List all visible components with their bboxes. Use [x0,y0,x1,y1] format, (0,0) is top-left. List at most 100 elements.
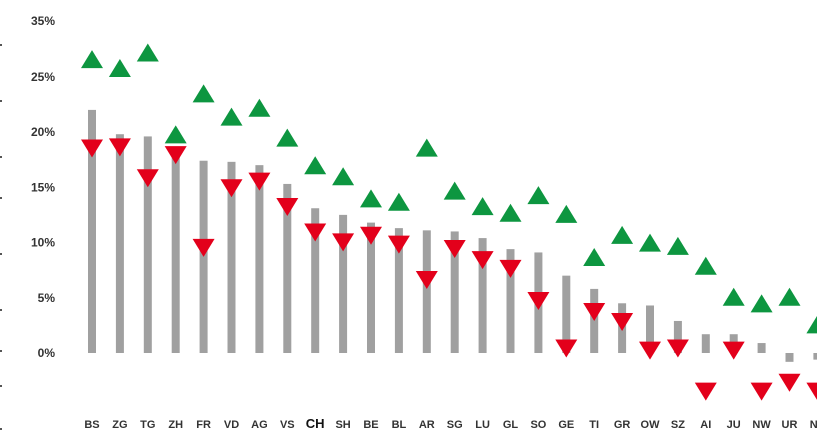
down-marker-so [527,291,550,310]
x-tick-label: AI [700,419,711,431]
y-axis-tick [0,350,2,352]
up-marker-nw [750,294,773,313]
down-marker-ne [806,382,817,400]
bar-ne [813,353,817,360]
bar-be [367,222,375,353]
up-marker-ch [304,156,327,175]
up-marker-bl [387,192,410,211]
y-tick-label: 10% [31,236,55,250]
x-tick-label: SO [530,419,546,431]
bar-vs [283,183,292,353]
x-tick-label: AG [251,419,268,431]
x-tick-label: NW [752,419,771,431]
bar-ur [785,353,794,362]
bar-gl [506,249,515,353]
bar-ch [311,208,320,353]
down-marker-zh [164,146,187,165]
x-tick-label: NE [810,419,817,431]
x-tick-label: LU [475,419,490,431]
x-tick-label: FR [196,419,211,431]
y-axis: 35% 25% 20% 15% 10% 5% 0% [0,14,55,430]
x-tick-label: GR [614,419,631,431]
x-tick-label: JU [727,419,741,431]
bar-bl [394,228,403,353]
y-axis-tick [0,428,2,430]
down-marker-ai [694,382,717,401]
bar-ge [562,275,571,353]
y-axis-tick [0,197,2,199]
y-tick-label: 15% [31,180,55,194]
y-axis-tick [0,253,2,255]
down-marker-sz [666,339,689,358]
x-tick-label: GL [503,419,519,431]
down-marker-bl [387,235,410,254]
up-marker-lu [471,197,494,216]
bar-sz [673,320,682,353]
y-axis-tick [0,44,2,46]
y-tick-label: 25% [31,70,55,84]
up-marker-sz [666,236,689,255]
down-marker-be [360,226,382,245]
down-marker-ch [304,223,327,242]
up-marker-vd [220,107,243,126]
x-tick-label: VS [280,419,295,431]
up-marker-gr [611,225,634,244]
down-marker-zg [108,138,131,157]
x-tick-label: UR [782,419,798,431]
up-marker-ge [555,204,578,223]
up-marker-sg [443,181,466,200]
x-tick-label: SZ [671,419,685,431]
down-marker-series [81,138,817,401]
bar-nw [757,343,766,353]
down-marker-nw [750,382,773,401]
x-tick-label: ZH [168,419,183,431]
up-marker-zh [164,125,187,144]
down-marker-ar [415,270,438,289]
bar-bs [88,109,96,354]
down-marker-sh [332,233,355,252]
x-tick-label: BS [84,419,99,431]
bar-zh [171,149,180,353]
up-marker-ur [778,287,801,306]
up-marker-vs [276,128,299,147]
x-tick-label: OW [641,419,661,431]
x-tick-label: AR [419,419,435,431]
up-marker-ju [722,287,745,306]
up-marker-tg [136,43,159,62]
bar-ar [422,230,431,353]
bar-ow [646,305,654,353]
y-axis-tick [0,100,2,102]
up-marker-bs [81,50,103,69]
down-marker-ur [778,373,801,392]
up-marker-be [360,189,382,208]
up-marker-fr [192,84,215,103]
x-tick-label: GE [558,419,574,431]
bar-sh [339,214,348,353]
down-marker-gl [499,259,522,278]
y-axis-tick [0,385,2,387]
y-tick-label: 35% [31,14,55,28]
down-marker-fr [192,238,215,257]
down-marker-gr [611,312,634,331]
up-marker-zg [108,59,131,78]
y-tick-label: 0% [38,346,56,360]
x-tick-label: TI [589,419,599,431]
down-marker-ge [555,339,578,358]
up-marker-ag [248,98,271,117]
x-tick-label: VD [224,419,239,431]
down-marker-tg [136,169,159,188]
bar-series [88,109,817,362]
up-marker-gl [499,203,522,222]
bar-vd [227,161,236,353]
up-marker-ar [415,138,438,157]
y-axis-tick [0,309,2,311]
down-marker-vd [220,179,243,198]
bar-sg [450,231,459,353]
down-marker-ti [583,303,606,322]
bar-tg [143,136,152,353]
bar-ag [255,165,264,353]
x-tick-label: CH [306,416,325,431]
up-marker-ai [694,256,717,275]
down-marker-ag [248,172,271,191]
